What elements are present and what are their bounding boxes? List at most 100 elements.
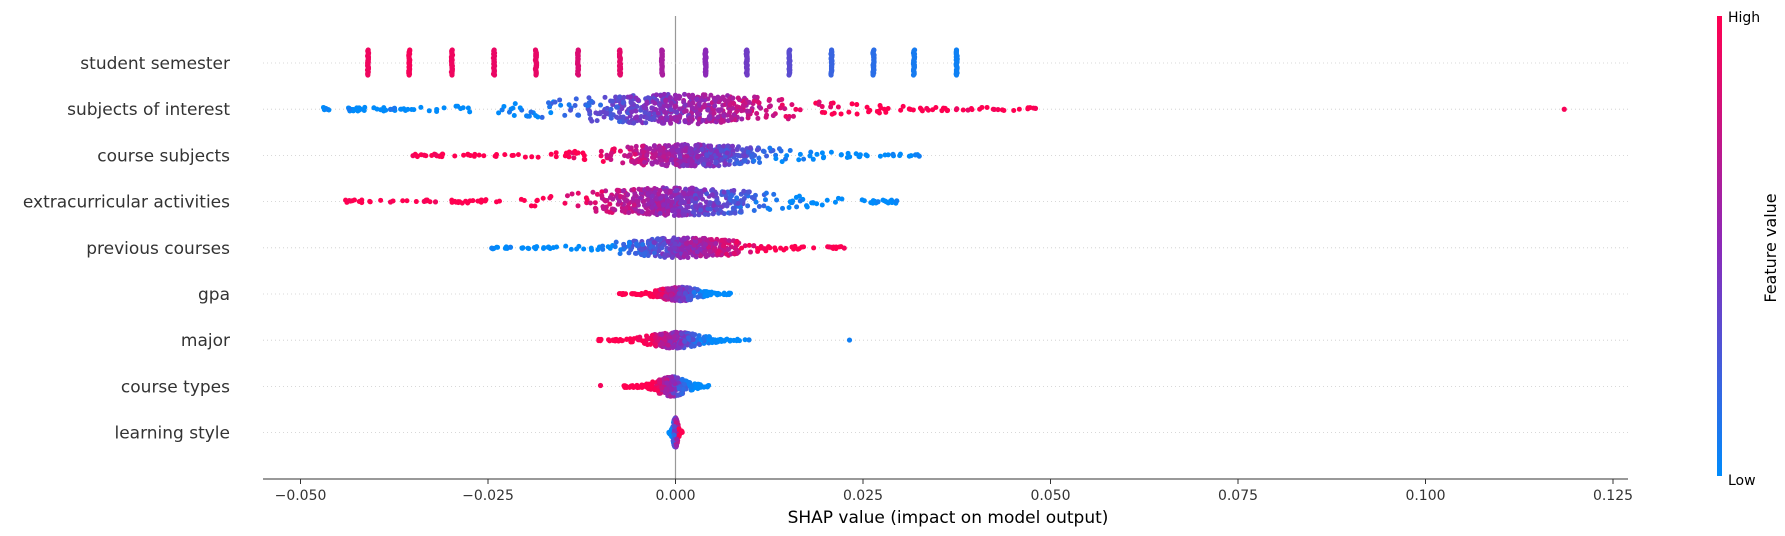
data-point bbox=[666, 287, 672, 293]
data-point bbox=[680, 386, 686, 392]
data-point bbox=[594, 118, 600, 124]
data-point bbox=[568, 107, 574, 113]
data-point bbox=[660, 207, 666, 213]
data-point bbox=[764, 153, 770, 159]
feature-points bbox=[666, 415, 685, 450]
data-point bbox=[682, 148, 688, 154]
data-point bbox=[458, 106, 464, 112]
data-point bbox=[670, 286, 676, 292]
data-point bbox=[587, 108, 593, 114]
data-point bbox=[991, 106, 997, 113]
data-point bbox=[645, 197, 651, 203]
data-point bbox=[700, 336, 706, 342]
data-point bbox=[679, 391, 685, 397]
data-point bbox=[661, 241, 667, 247]
data-point bbox=[727, 109, 733, 115]
data-point bbox=[481, 153, 487, 159]
data-point bbox=[619, 292, 625, 298]
data-point bbox=[668, 292, 674, 298]
data-point bbox=[669, 387, 675, 393]
data-point bbox=[766, 97, 772, 103]
data-point bbox=[670, 207, 676, 213]
data-point bbox=[668, 393, 674, 399]
data-point bbox=[693, 105, 699, 111]
data-point bbox=[677, 158, 683, 164]
data-point bbox=[623, 205, 629, 211]
data-point bbox=[501, 103, 507, 109]
data-point bbox=[672, 246, 678, 252]
data-point bbox=[404, 198, 410, 204]
data-point bbox=[819, 202, 825, 208]
x-tick-label: 0.075 bbox=[1218, 488, 1258, 504]
data-point bbox=[620, 100, 626, 106]
data-point bbox=[693, 235, 699, 241]
data-point bbox=[786, 205, 792, 211]
data-point bbox=[701, 161, 707, 167]
data-point bbox=[701, 384, 707, 390]
data-point bbox=[668, 120, 674, 126]
data-point bbox=[690, 209, 696, 215]
data-point bbox=[734, 104, 740, 110]
data-point bbox=[642, 109, 648, 115]
data-point bbox=[695, 153, 701, 159]
data-point bbox=[533, 246, 539, 252]
data-point bbox=[699, 147, 705, 153]
data-point bbox=[735, 249, 741, 255]
data-point bbox=[894, 198, 900, 204]
data-point bbox=[617, 114, 623, 120]
data-point bbox=[763, 114, 769, 120]
data-point bbox=[702, 293, 708, 299]
data-point bbox=[754, 110, 760, 116]
data-point bbox=[620, 160, 626, 166]
data-point bbox=[835, 104, 841, 110]
data-point bbox=[846, 337, 853, 343]
data-point bbox=[960, 107, 966, 113]
data-point bbox=[689, 105, 695, 111]
data-point bbox=[640, 143, 646, 149]
data-point bbox=[607, 201, 613, 207]
data-point bbox=[519, 245, 525, 251]
data-point bbox=[811, 245, 817, 251]
data-point bbox=[682, 102, 688, 108]
data-point bbox=[479, 198, 485, 204]
data-point bbox=[453, 199, 459, 205]
data-point bbox=[741, 158, 747, 164]
x-axis-label: SHAP value (impact on model output) bbox=[788, 508, 1109, 528]
data-point bbox=[738, 108, 744, 114]
data-point bbox=[735, 152, 741, 158]
data-point bbox=[789, 102, 795, 108]
data-point bbox=[694, 143, 700, 149]
data-point bbox=[880, 197, 886, 203]
data-point bbox=[841, 245, 847, 251]
data-point bbox=[832, 199, 838, 205]
data-point bbox=[744, 108, 750, 114]
data-point bbox=[673, 187, 679, 193]
data-point bbox=[719, 237, 725, 243]
data-point bbox=[702, 242, 708, 248]
data-point bbox=[704, 191, 710, 197]
data-point bbox=[687, 380, 693, 386]
feature-points bbox=[410, 142, 922, 169]
data-point bbox=[854, 111, 860, 117]
data-point bbox=[449, 197, 455, 203]
data-point bbox=[717, 291, 723, 297]
data-point bbox=[631, 186, 637, 192]
data-point bbox=[693, 203, 699, 209]
data-point bbox=[463, 198, 469, 204]
data-point bbox=[633, 108, 639, 114]
data-point bbox=[677, 106, 683, 112]
data-point bbox=[617, 148, 623, 154]
data-point bbox=[1561, 106, 1567, 112]
data-point bbox=[597, 382, 604, 389]
data-point bbox=[575, 190, 581, 196]
data-point bbox=[387, 199, 394, 205]
colorbar: High Low Feature value bbox=[1717, 10, 1780, 489]
data-point bbox=[691, 242, 697, 248]
x-tick-label: −0.050 bbox=[275, 488, 327, 504]
data-point bbox=[613, 239, 619, 245]
data-point bbox=[643, 339, 649, 345]
data-point bbox=[751, 207, 757, 213]
data-point bbox=[839, 196, 845, 202]
data-point bbox=[688, 163, 694, 169]
data-point bbox=[906, 106, 912, 112]
